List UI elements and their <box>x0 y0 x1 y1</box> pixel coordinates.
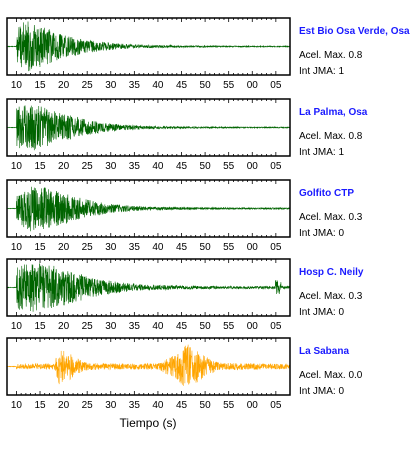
x-tick-label: 35 <box>129 80 141 91</box>
x-tick-label: 25 <box>82 242 94 253</box>
x-tick-label: 20 <box>58 242 70 253</box>
x-tick-label: 00 <box>247 161 259 172</box>
x-tick-label: 55 <box>223 242 235 253</box>
max-accel-label: Acel. Max. 0.8 <box>299 131 363 142</box>
x-tick-label: 30 <box>105 161 117 172</box>
x-tick-label: 25 <box>82 400 94 411</box>
waveform-trace <box>6 186 291 232</box>
x-tick-label: 05 <box>270 400 282 411</box>
max-accel-label: Acel. Max. 0.3 <box>299 291 363 302</box>
x-tick-label: 10 <box>11 161 23 172</box>
waveform-trace <box>6 344 291 386</box>
x-tick-label: 40 <box>152 400 164 411</box>
jma-intensity-label: Int JMA: 0 <box>299 228 344 239</box>
x-tick-label: 50 <box>200 400 212 411</box>
max-accel-label: Acel. Max. 0.8 <box>299 50 363 61</box>
max-accel-label: Acel. Max. 0.3 <box>299 212 363 223</box>
x-tick-label: 20 <box>58 80 70 91</box>
station-panels: 10 15 20 25 30 35 40 45 50 55 00 05 Est Bio Osa Verd… <box>6 17 410 411</box>
x-tick-label: 35 <box>129 400 141 411</box>
x-tick-label: 45 <box>176 400 188 411</box>
x-tick-label: 30 <box>105 321 117 332</box>
x-tick-label: 30 <box>105 400 117 411</box>
max-accel-label: Acel. Max. 0.0 <box>299 370 363 381</box>
x-tick-label: 10 <box>11 321 23 332</box>
waveform-trace <box>6 263 291 312</box>
station-name: La Sabana <box>299 346 349 357</box>
x-tick-label: 45 <box>176 242 188 253</box>
x-tick-label: 15 <box>34 161 46 172</box>
x-tick-label: 55 <box>223 400 235 411</box>
jma-intensity-label: Int JMA: 0 <box>299 386 344 397</box>
waveform-trace <box>6 21 291 72</box>
jma-intensity-label: Int JMA: 0 <box>299 307 344 318</box>
x-tick-label: 05 <box>270 242 282 253</box>
x-axis-title: Tiempo (s) <box>120 416 177 430</box>
x-tick-label: 05 <box>270 161 282 172</box>
x-tick-label: 40 <box>152 80 164 91</box>
x-tick-label: 00 <box>247 400 259 411</box>
x-tick-label: 50 <box>200 161 212 172</box>
x-tick-label: 45 <box>176 161 188 172</box>
x-tick-label: 30 <box>105 242 117 253</box>
x-tick-label: 20 <box>58 321 70 332</box>
x-tick-label: 50 <box>200 80 212 91</box>
x-tick-label: 15 <box>34 321 46 332</box>
x-tick-label: 50 <box>200 321 212 332</box>
x-tick-label: 25 <box>82 321 94 332</box>
x-tick-label: 55 <box>223 321 235 332</box>
x-tick-label: 50 <box>200 242 212 253</box>
station-name: Est Bio Osa Verde, Osa <box>299 26 410 37</box>
station-name: Golfito CTP <box>299 188 354 199</box>
waveform-trace <box>6 105 291 151</box>
x-tick-label: 00 <box>247 242 259 253</box>
station-name: La Palma, Osa <box>299 107 368 118</box>
x-tick-label: 40 <box>152 161 164 172</box>
x-tick-label: 10 <box>11 400 23 411</box>
x-tick-label: 35 <box>129 242 141 253</box>
station-name: Hosp C. Neily <box>299 267 364 278</box>
jma-intensity-label: Int JMA: 1 <box>299 147 344 158</box>
x-tick-label: 35 <box>129 321 141 332</box>
x-tick-label: 40 <box>152 321 164 332</box>
x-tick-label: 20 <box>58 161 70 172</box>
x-tick-label: 25 <box>82 80 94 91</box>
x-tick-label: 20 <box>58 400 70 411</box>
x-tick-label: 00 <box>247 80 259 91</box>
x-tick-label: 55 <box>223 80 235 91</box>
x-tick-label: 45 <box>176 80 188 91</box>
x-tick-label: 10 <box>11 242 23 253</box>
x-tick-label: 35 <box>129 161 141 172</box>
x-tick-label: 55 <box>223 161 235 172</box>
x-tick-label: 05 <box>270 80 282 91</box>
x-tick-label: 40 <box>152 242 164 253</box>
x-tick-label: 15 <box>34 400 46 411</box>
x-tick-label: 30 <box>105 80 117 91</box>
jma-intensity-label: Int JMA: 1 <box>299 66 344 77</box>
x-tick-label: 15 <box>34 242 46 253</box>
x-tick-label: 25 <box>82 161 94 172</box>
x-tick-label: 10 <box>11 80 23 91</box>
x-tick-label: 05 <box>270 321 282 332</box>
x-tick-label: 00 <box>247 321 259 332</box>
x-tick-label: 45 <box>176 321 188 332</box>
x-tick-label: 15 <box>34 80 46 91</box>
